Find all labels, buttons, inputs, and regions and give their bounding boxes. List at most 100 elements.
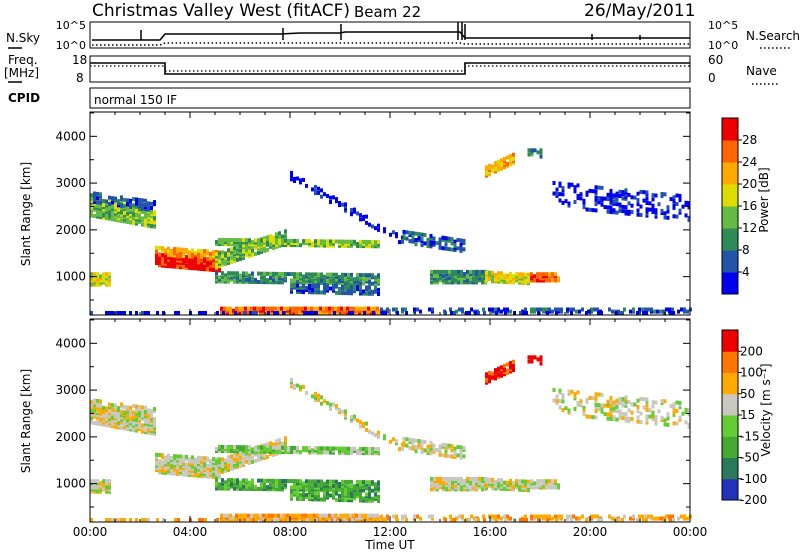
echo-cell — [221, 478, 224, 483]
echo-cell — [456, 246, 460, 251]
echo-cell — [475, 278, 478, 283]
echo-cell — [141, 204, 144, 209]
echo-cell — [590, 516, 593, 521]
echo-cell — [135, 211, 138, 216]
echo-cell — [462, 241, 466, 245]
echo-cell — [138, 407, 141, 412]
echo-cell — [281, 479, 284, 483]
echo-cell — [317, 284, 320, 289]
echo-cell — [247, 308, 250, 313]
echo-cell — [506, 307, 509, 312]
echo-cell — [307, 306, 310, 311]
echo-cell — [215, 486, 218, 491]
echo-cell — [293, 386, 296, 390]
echo-cell — [317, 288, 320, 293]
echo-cell — [242, 255, 245, 260]
echo-cell — [347, 291, 350, 296]
echo-cell — [329, 486, 332, 490]
echo-cell — [138, 427, 141, 431]
echo-cell — [162, 518, 165, 522]
echo-cell — [362, 451, 365, 456]
colorbar-swatch — [722, 206, 738, 229]
echo-cell — [537, 311, 540, 315]
echo-cell — [311, 479, 314, 484]
echo-cell — [672, 214, 676, 219]
echo-cell — [123, 217, 126, 222]
echo-cell — [239, 463, 242, 468]
echo-cell — [329, 479, 332, 484]
echo-cell — [96, 411, 99, 416]
echo-cell — [347, 486, 350, 491]
echo-cell — [660, 211, 664, 215]
echo-cell — [551, 309, 554, 314]
echo-cell — [466, 280, 469, 285]
echo-cell — [457, 280, 460, 285]
echo-cell — [621, 192, 625, 197]
echo-cell — [236, 240, 239, 245]
echo-cell — [308, 490, 311, 495]
echo-cell — [144, 198, 147, 203]
echo-cell — [302, 285, 305, 290]
echo-cell — [233, 238, 236, 243]
echo-cell — [518, 483, 521, 488]
echo-cell — [335, 276, 338, 281]
echo-cell — [256, 306, 259, 311]
echo-cell — [548, 278, 551, 283]
echo-cell — [281, 238, 284, 243]
echo-cell — [515, 278, 518, 283]
echo-cell — [454, 269, 457, 274]
echo-cell — [576, 196, 580, 201]
echo-cell — [266, 487, 269, 492]
echo-cell — [347, 281, 350, 286]
echo-cell — [296, 276, 299, 281]
echo-cell — [177, 518, 180, 522]
echo-cell — [323, 192, 326, 197]
echo-cell — [227, 465, 230, 470]
echo-cell — [350, 496, 353, 501]
echo-cell — [267, 311, 270, 315]
echo-cell — [227, 463, 230, 468]
echo-cell — [108, 409, 111, 414]
echo-cell — [194, 264, 197, 269]
echo-cell — [347, 239, 350, 244]
echo-cell — [368, 279, 371, 284]
echo-cell — [135, 424, 138, 429]
echo-cell — [353, 494, 356, 499]
echo-cell — [215, 262, 218, 267]
echo-cell — [663, 211, 667, 216]
echo-cell — [466, 269, 469, 274]
echo-cell — [323, 243, 326, 248]
echo-cell — [173, 247, 176, 252]
echo-cell — [329, 274, 332, 279]
echo-cell — [485, 167, 488, 172]
echo-cell — [380, 514, 383, 519]
echo-cell — [466, 476, 469, 481]
echo-cell — [132, 417, 135, 422]
echo-cell — [254, 240, 257, 245]
echo-cell — [290, 448, 293, 452]
echo-cell — [284, 479, 287, 483]
echo-cell — [111, 422, 114, 427]
echo-cell — [500, 484, 503, 489]
echo-cell — [515, 479, 518, 484]
echo-cell — [525, 311, 528, 315]
echo-cell — [164, 261, 167, 266]
echo-cell — [629, 309, 632, 314]
nave-tick-top: 60 — [708, 53, 723, 67]
echo-cell — [329, 241, 332, 246]
echo-cell — [641, 514, 644, 519]
echo-cell — [448, 276, 451, 281]
echo-cell — [495, 518, 498, 522]
echo-cell — [512, 485, 515, 490]
echo-cell — [108, 489, 111, 494]
echo-cell — [500, 275, 503, 280]
echo-cell — [263, 275, 266, 280]
echo-cell — [332, 241, 335, 246]
echo-cell — [359, 285, 362, 290]
echo-cell — [102, 487, 105, 492]
echo-cell — [433, 476, 436, 481]
echo-cell — [478, 476, 481, 481]
echo-cell — [182, 251, 185, 256]
echo-cell — [481, 280, 484, 285]
echo-cell — [326, 483, 329, 488]
